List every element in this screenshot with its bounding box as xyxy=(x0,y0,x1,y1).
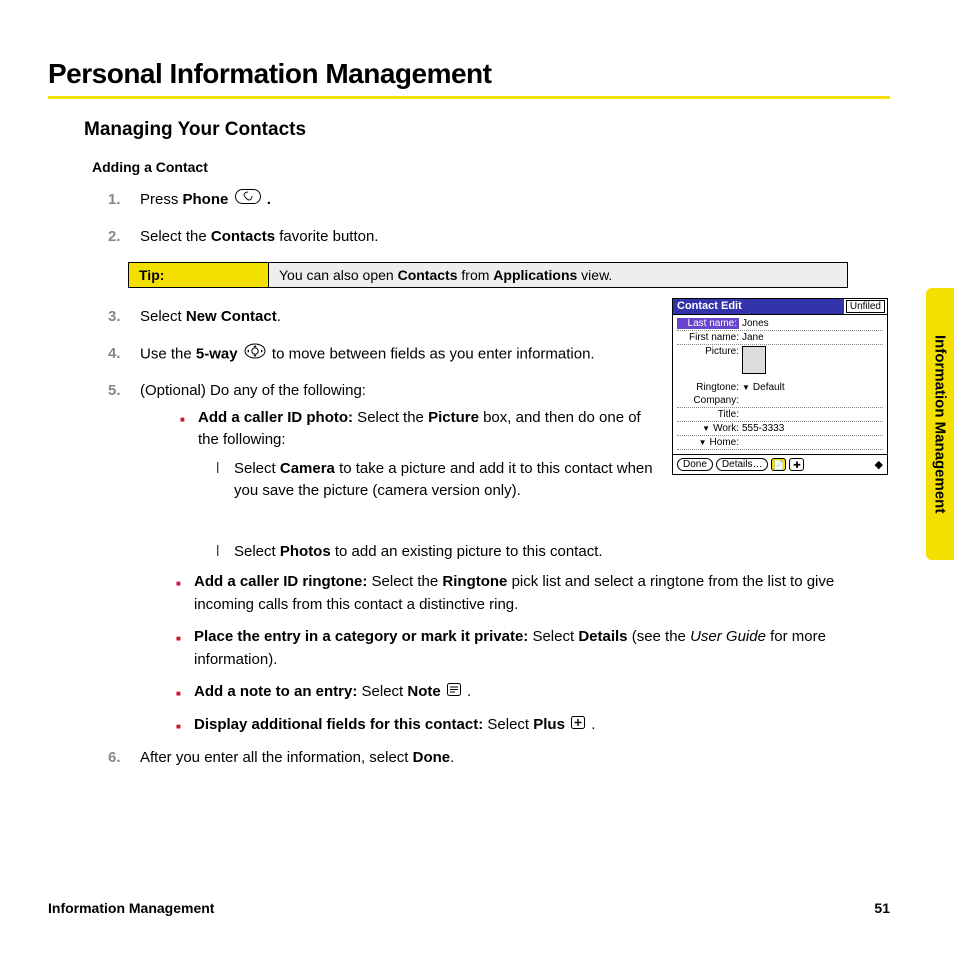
step-4: 4. Use the 5-way to move between fields … xyxy=(108,343,660,367)
sub-plus: ■ Display additional fields for this con… xyxy=(176,714,890,737)
sub-photos: l Select Photos to add an existing pictu… xyxy=(216,541,890,564)
step-number: 3. xyxy=(108,306,134,329)
footer-section: Information Management xyxy=(48,900,214,916)
device-category[interactable]: Unfiled xyxy=(846,300,885,313)
step-body: After you enter all the information, sel… xyxy=(140,747,890,770)
tip-box: Tip: You can also open Contacts from App… xyxy=(128,262,848,288)
sub-camera: l Select Camera to take a picture and ad… xyxy=(216,458,660,503)
bullet-icon: ■ xyxy=(176,633,190,671)
lastname-value[interactable]: Jones xyxy=(742,318,883,329)
plus-button[interactable]: ✚ xyxy=(789,458,804,471)
step-number: 6. xyxy=(108,747,134,770)
tip-text: You can also open Contacts from Applicat… xyxy=(269,263,847,287)
lastname-label: Last name: xyxy=(677,318,739,329)
picture-label: Picture: xyxy=(677,346,739,357)
device-title: Contact Edit xyxy=(673,299,844,314)
ringtone-label: Ringtone: xyxy=(677,382,739,393)
step-6: 6. After you enter all the information, … xyxy=(108,747,890,770)
step-5: 5. (Optional) Do any of the following: ■… xyxy=(108,380,660,521)
ringtone-value[interactable]: ▼Default xyxy=(742,382,883,393)
subsection-heading: Adding a Contact xyxy=(92,159,890,175)
sub-category: ■ Place the entry in a category or mark … xyxy=(176,626,890,671)
fiveway-icon xyxy=(244,343,266,367)
step-number: 5. xyxy=(108,380,134,521)
avatar-placeholder[interactable] xyxy=(742,346,766,374)
tip-label: Tip: xyxy=(129,263,269,287)
sub-note: ■ Add a note to an entry: Select Note . xyxy=(176,681,890,704)
section-heading: Managing Your Contacts xyxy=(84,119,890,141)
plus-icon xyxy=(571,714,585,737)
bullet-icon: ■ xyxy=(176,578,190,616)
sub-ringtone: ■ Add a caller ID ringtone: Select the R… xyxy=(176,571,890,616)
step-2: 2. Select the Contacts favorite button. xyxy=(108,226,890,249)
bullet-icon: ■ xyxy=(180,414,194,511)
home-label[interactable]: ▼Home: xyxy=(677,437,739,448)
bullet-icon: ■ xyxy=(176,688,190,704)
step-body: Press Phone . xyxy=(140,189,890,212)
step-body: (Optional) Do any of the following: ■ Ad… xyxy=(140,380,660,521)
page: Personal Information Management Managing… xyxy=(0,0,954,954)
company-label: Company: xyxy=(677,395,739,406)
sub-caller-id-photo: ■ Add a caller ID photo: Select the Pict… xyxy=(180,407,660,511)
note-icon xyxy=(447,681,461,704)
step-list: 1. Press Phone . 2. Select the Contacts … xyxy=(108,189,890,248)
step-body: Select New Contact. xyxy=(140,306,660,329)
side-tab: Information Management xyxy=(926,288,954,560)
step-body: Select the Contacts favorite button. xyxy=(140,226,890,249)
title-label: Title: xyxy=(677,409,739,420)
work-label[interactable]: ▼Work: xyxy=(677,423,739,434)
done-button[interactable]: Done xyxy=(677,458,713,471)
side-tab-label: Information Management xyxy=(932,335,949,513)
work-value[interactable]: 555-3333 xyxy=(742,423,883,434)
title-rule xyxy=(48,96,890,99)
phone-key-icon xyxy=(235,189,261,212)
details-button[interactable]: Details… xyxy=(716,458,769,471)
content-with-figure: 3. Select New Contact. 4. Use the 5-way … xyxy=(48,306,890,535)
firstname-label: First name: xyxy=(677,332,739,343)
page-number: 51 xyxy=(874,900,890,916)
step-body: Use the 5-way to move between fields as … xyxy=(140,343,660,367)
page-footer: Information Management 51 xyxy=(48,900,890,916)
scroll-indicator[interactable]: ◆ xyxy=(875,458,883,471)
page-title: Personal Information Management xyxy=(48,58,890,90)
step-3: 3. Select New Contact. xyxy=(108,306,660,329)
step-number: 4. xyxy=(108,343,134,367)
step-number: 1. xyxy=(108,189,134,212)
bullet-icon: ■ xyxy=(176,721,190,737)
step-number: 2. xyxy=(108,226,134,249)
note-button[interactable]: 📄 xyxy=(771,458,786,471)
firstname-value[interactable]: Jane xyxy=(742,332,883,343)
device-screenshot: Contact Edit Unfiled Last name:Jones Fir… xyxy=(672,298,890,535)
step-1: 1. Press Phone . xyxy=(108,189,890,212)
